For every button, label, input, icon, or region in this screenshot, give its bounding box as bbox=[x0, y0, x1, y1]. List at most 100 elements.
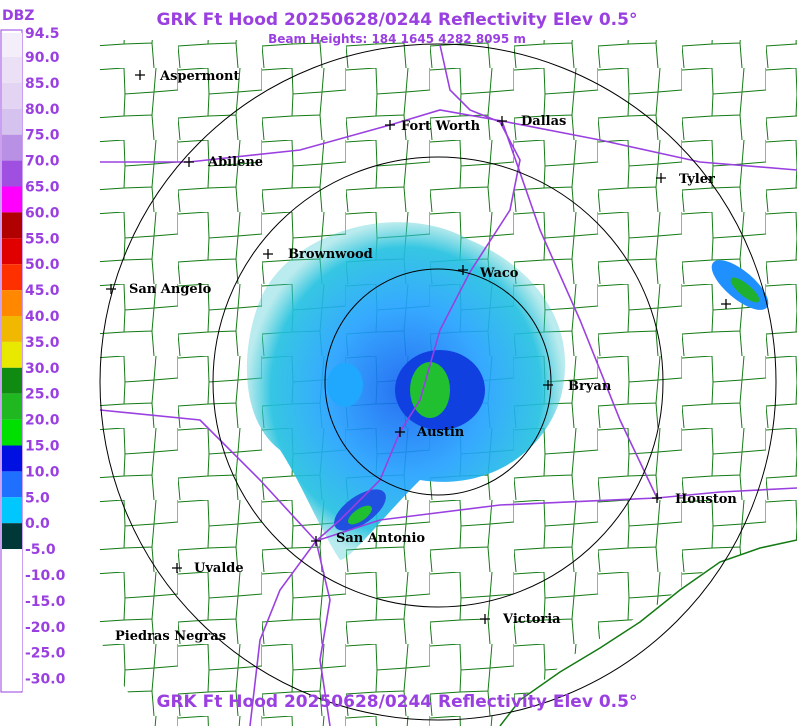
legend-swatch bbox=[2, 678, 22, 691]
legend-label: 75.0 bbox=[25, 128, 60, 144]
city-marker bbox=[656, 173, 666, 183]
legend-swatch bbox=[2, 626, 22, 653]
legend-label: 65.0 bbox=[25, 180, 60, 196]
highway bbox=[99, 409, 797, 542]
legend-swatch bbox=[2, 549, 22, 575]
highway bbox=[100, 109, 797, 171]
echo-area bbox=[327, 363, 363, 407]
legend-swatch bbox=[2, 497, 22, 524]
legend-label: -20.0 bbox=[25, 620, 66, 636]
legend-unit: DBZ bbox=[2, 8, 34, 24]
legend-swatch bbox=[2, 600, 22, 627]
legend-swatch bbox=[2, 471, 22, 498]
legend-label: 80.0 bbox=[25, 102, 60, 118]
legend-swatch bbox=[2, 33, 22, 57]
city-label: Tyler bbox=[679, 172, 715, 187]
legend-label: -15.0 bbox=[25, 594, 66, 610]
legend-label: 85.0 bbox=[25, 76, 60, 92]
city-marker bbox=[311, 536, 321, 546]
legend-swatch bbox=[2, 575, 22, 601]
city-marker bbox=[652, 493, 662, 503]
legend-label: 35.0 bbox=[25, 335, 60, 351]
coastline bbox=[499, 539, 797, 726]
legend-swatch bbox=[2, 290, 22, 316]
city-marker bbox=[106, 284, 116, 294]
legend-swatch bbox=[2, 316, 22, 342]
city-marker bbox=[172, 563, 182, 573]
legend-label: 70.0 bbox=[25, 154, 60, 170]
city-label: Victoria bbox=[502, 612, 561, 627]
city-label: Piedras Negras bbox=[115, 629, 226, 644]
city-marker bbox=[135, 70, 145, 80]
city-marker bbox=[263, 249, 273, 259]
legend-swatch bbox=[2, 212, 22, 239]
range-ring bbox=[212, 156, 664, 608]
radar-echoes bbox=[246, 222, 769, 560]
city-marker bbox=[458, 265, 468, 275]
city-label: Houston bbox=[675, 492, 737, 507]
legend-label: -30.0 bbox=[25, 672, 66, 688]
legend-label: 60.0 bbox=[25, 205, 60, 221]
highway bbox=[249, 44, 521, 726]
city-label: Abilene bbox=[207, 155, 263, 170]
city-label: Brownwood bbox=[288, 247, 373, 262]
echo-core bbox=[730, 277, 760, 303]
legend-label: 50.0 bbox=[25, 257, 60, 273]
legend-label: 90.0 bbox=[25, 50, 60, 66]
legend-swatch bbox=[2, 367, 22, 394]
legend-label: -25.0 bbox=[25, 646, 66, 662]
city-label: Bryan bbox=[568, 379, 612, 394]
range-rings bbox=[99, 43, 777, 721]
city-marker bbox=[543, 380, 553, 390]
city-label: Uvalde bbox=[194, 561, 244, 576]
legend-label: 55.0 bbox=[25, 231, 60, 247]
city-marker bbox=[184, 157, 194, 167]
city-marker bbox=[497, 116, 507, 126]
legend-swatch bbox=[2, 652, 22, 679]
city-marker bbox=[480, 614, 490, 624]
city-label: San Antonio bbox=[336, 531, 425, 546]
legend-label: 20.0 bbox=[25, 413, 60, 429]
legend-label: 10.0 bbox=[25, 464, 60, 480]
legend-label: -5.0 bbox=[25, 542, 56, 558]
city-marker bbox=[395, 427, 405, 437]
legend-swatch bbox=[2, 523, 22, 550]
legend-swatch bbox=[2, 82, 22, 109]
legend-swatch bbox=[2, 341, 22, 368]
footer-title: GRK Ft Hood 20250628/0244 Reflectivity E… bbox=[157, 692, 638, 712]
city-marker bbox=[385, 120, 395, 130]
legend-label: 0.0 bbox=[25, 516, 50, 532]
city-label: Waco bbox=[479, 266, 519, 281]
legend-swatch bbox=[2, 134, 22, 161]
range-ring bbox=[324, 268, 552, 496]
cities: Aspermont Abilene Fort Worth Dallas Tyler Bro… bbox=[106, 69, 737, 644]
city-marker bbox=[721, 299, 731, 309]
legend-swatch bbox=[2, 238, 22, 265]
legend-label: 40.0 bbox=[25, 309, 60, 325]
legend-label: 15.0 bbox=[25, 439, 60, 455]
title: GRK Ft Hood 20250628/0244 Reflectivity E… bbox=[157, 10, 638, 30]
legend-label: 30.0 bbox=[25, 361, 60, 377]
highway bbox=[315, 540, 331, 726]
subtitle: Beam Heights: 184 1645 4282 8095 m bbox=[268, 32, 526, 46]
city-label: Dallas bbox=[521, 114, 566, 129]
legend-swatch bbox=[2, 264, 22, 291]
legend: 94.5 90.0 85.0 80.0 75.0 70.0 65.0 60.0 55.0 50.0… bbox=[2, 26, 66, 691]
legend-swatch bbox=[2, 186, 22, 213]
legend-swatch bbox=[2, 393, 22, 420]
echo-core bbox=[348, 505, 372, 525]
legend-swatch bbox=[2, 445, 22, 472]
legend-label: 94.5 bbox=[25, 26, 60, 42]
highway bbox=[501, 120, 658, 499]
range-ring bbox=[99, 43, 777, 721]
city-label: Fort Worth bbox=[401, 119, 481, 134]
echo-core bbox=[410, 362, 450, 418]
legend-label: 45.0 bbox=[25, 283, 60, 299]
legend-label: -10.0 bbox=[25, 568, 66, 584]
city-label: Austin bbox=[416, 425, 465, 440]
city-label: San Angelo bbox=[129, 282, 212, 297]
legend-swatch bbox=[2, 57, 22, 83]
highways bbox=[99, 44, 797, 726]
legend-label: 5.0 bbox=[25, 490, 50, 506]
